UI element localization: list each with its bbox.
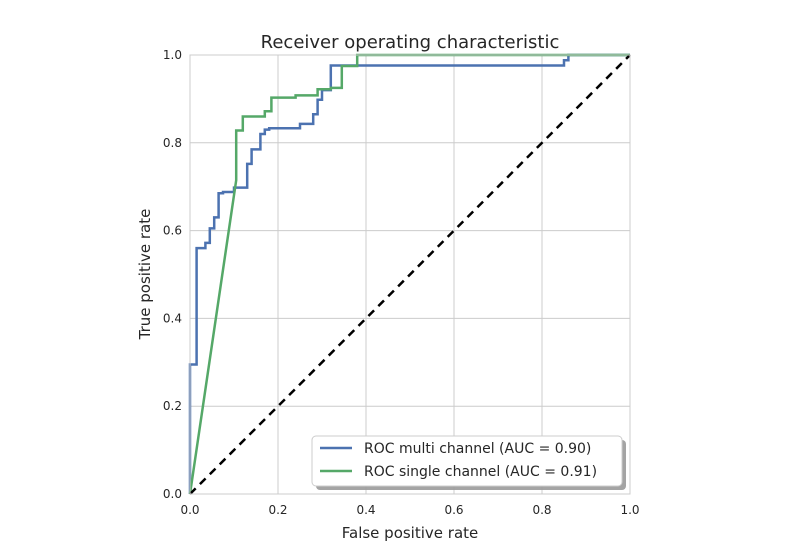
y-tick-label: 0.0 bbox=[163, 487, 182, 501]
y-tick-label: 1.0 bbox=[163, 48, 182, 62]
tick-labels: 0.0 0.2 0.4 0.6 0.8 1.0 0.0 0.2 0.4 0.6 0.8 1.0 bbox=[163, 48, 640, 517]
x-tick-label: 0.0 bbox=[180, 503, 199, 517]
x-tick-label: 1.0 bbox=[620, 503, 639, 517]
y-tick-label: 0.8 bbox=[163, 136, 182, 150]
grid-lines bbox=[189, 54, 631, 495]
roc-single-channel-line bbox=[188, 53, 630, 495]
legend-label-multi: ROC multi channel (AUC = 0.90) bbox=[364, 441, 591, 457]
y-tick-label: 0.6 bbox=[163, 224, 182, 238]
series-layer bbox=[188, 53, 631, 495]
y-tick-label: 0.2 bbox=[163, 399, 182, 413]
chart-title: Receiver operating characteristic bbox=[261, 32, 560, 53]
legend-box bbox=[311, 435, 623, 487]
legend: ROC multi channel (AUC = 0.90) ROC singl… bbox=[311, 435, 626, 490]
x-tick-label: 0.8 bbox=[532, 503, 551, 517]
legend-label-single: ROC single channel (AUC = 0.91) bbox=[364, 464, 597, 480]
x-axis-label: False positive rate bbox=[342, 524, 479, 542]
x-tick-label: 0.2 bbox=[268, 503, 287, 517]
chance-diagonal-line bbox=[189, 54, 631, 495]
x-tick-label: 0.4 bbox=[356, 503, 375, 517]
y-axis-label: True positive rate bbox=[136, 209, 154, 341]
plot-frame bbox=[189, 54, 631, 495]
x-tick-label: 0.6 bbox=[444, 503, 463, 517]
y-tick-label: 0.4 bbox=[163, 311, 182, 325]
